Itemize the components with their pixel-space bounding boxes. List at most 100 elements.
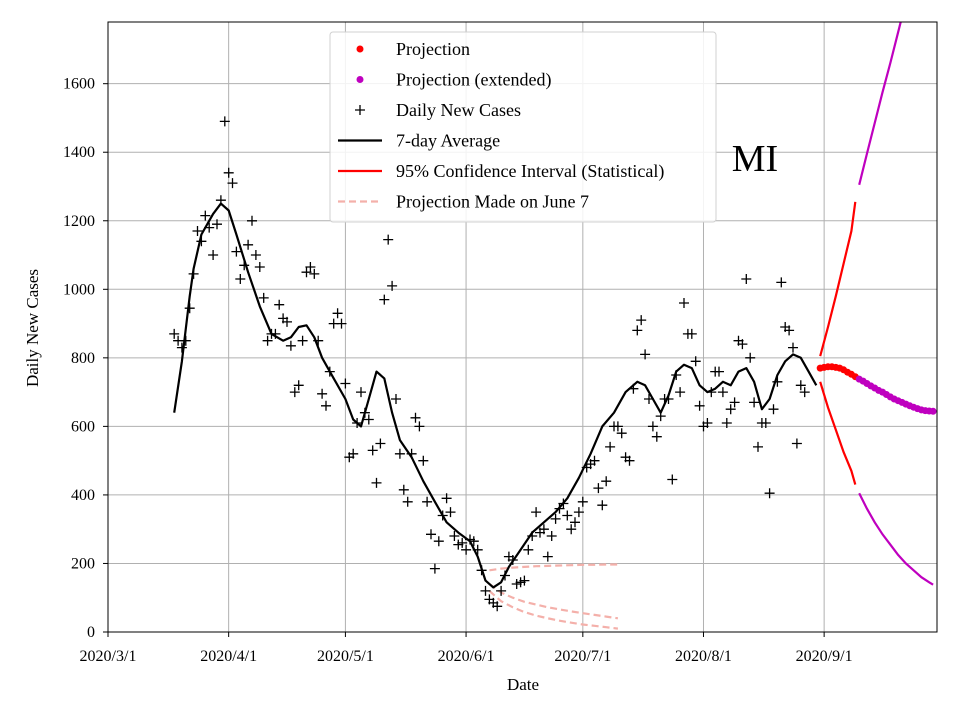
daily-case-point bbox=[562, 510, 573, 521]
daily-case-point bbox=[721, 418, 732, 428]
daily-case-point bbox=[523, 544, 534, 555]
legend-label: 7-day Average bbox=[396, 131, 500, 151]
june7-projection-center bbox=[488, 583, 619, 620]
projection-layer bbox=[816, 363, 937, 415]
daily-case-point bbox=[321, 400, 331, 411]
daily-case-point bbox=[772, 376, 783, 387]
daily-case-point bbox=[371, 477, 382, 488]
x-tick-label: 2020/7/1 bbox=[554, 648, 611, 665]
daily-case-point bbox=[628, 383, 639, 394]
x-axis-label: Date bbox=[507, 675, 539, 694]
daily-case-point bbox=[476, 565, 487, 576]
june7-projection-lower bbox=[488, 590, 619, 630]
legend-marker bbox=[356, 76, 364, 83]
daily-case-point bbox=[176, 342, 187, 353]
daily-case-point bbox=[776, 277, 787, 288]
seven-day-average-layer bbox=[173, 202, 818, 589]
daily-case-point bbox=[231, 246, 242, 257]
legend-box bbox=[329, 31, 717, 223]
daily-case-point bbox=[725, 404, 736, 415]
daily-case-point bbox=[297, 335, 308, 346]
y-tick-label: 800 bbox=[71, 350, 95, 367]
daily-case-point bbox=[753, 441, 763, 452]
daily-case-point bbox=[507, 555, 518, 565]
x-tick-label: 2020/5/1 bbox=[317, 648, 374, 665]
y-tick-label: 0 bbox=[87, 624, 95, 641]
daily-case-point bbox=[492, 601, 503, 612]
daily-case-point bbox=[749, 397, 760, 408]
x-tick-label: 2020/6/1 bbox=[438, 648, 495, 665]
daily-case-point bbox=[795, 380, 806, 391]
daily-case-point bbox=[745, 352, 756, 363]
daily-case-point bbox=[679, 298, 689, 308]
x-tick-label: 2020/3/1 bbox=[80, 648, 137, 665]
daily-case-point bbox=[293, 380, 304, 391]
daily-case-point bbox=[690, 356, 701, 367]
legend-entry: Projection (extended) bbox=[356, 70, 551, 91]
daily-case-point bbox=[363, 414, 374, 425]
daily-case-point bbox=[799, 387, 810, 398]
daily-case-point bbox=[527, 531, 538, 541]
seven-day-average-line bbox=[173, 202, 818, 589]
confidence-interval-lower bbox=[819, 381, 857, 485]
daily-case-point bbox=[788, 342, 798, 353]
daily-case-point bbox=[414, 421, 425, 432]
daily-case-point bbox=[671, 370, 682, 380]
daily-case-point bbox=[729, 397, 740, 408]
y-tick-label: 600 bbox=[71, 418, 95, 435]
daily-case-point bbox=[531, 507, 542, 518]
daily-case-point bbox=[558, 498, 569, 509]
daily-case-point bbox=[651, 431, 662, 442]
y-tick-label: 1200 bbox=[63, 213, 95, 230]
daily-case-point bbox=[768, 404, 779, 415]
daily-case-point bbox=[640, 349, 651, 360]
daily-case-point bbox=[593, 483, 604, 494]
daily-case-point bbox=[538, 524, 549, 535]
daily-case-point bbox=[500, 570, 510, 581]
legend-label: Projection bbox=[396, 39, 470, 59]
daily-case-point bbox=[383, 234, 394, 245]
daily-case-point bbox=[741, 274, 752, 284]
daily-cases-layer bbox=[169, 116, 810, 612]
daily-case-point bbox=[647, 421, 658, 432]
plot-frame bbox=[107, 21, 938, 633]
daily-case-point bbox=[200, 210, 211, 221]
daily-case-point bbox=[212, 219, 222, 230]
daily-case-point bbox=[274, 299, 285, 310]
daily-case-point bbox=[737, 339, 748, 350]
daily-case-point bbox=[422, 496, 433, 507]
daily-case-point bbox=[426, 529, 436, 540]
daily-case-point bbox=[616, 428, 627, 439]
daily-case-point bbox=[441, 493, 452, 504]
daily-case-point bbox=[313, 335, 324, 346]
daily-case-point bbox=[667, 474, 678, 485]
daily-case-point bbox=[480, 585, 491, 596]
daily-case-point bbox=[449, 531, 460, 541]
daily-case-point bbox=[398, 484, 409, 495]
daily-case-point bbox=[239, 260, 250, 271]
daily-case-point bbox=[589, 455, 600, 466]
daily-case-point bbox=[714, 366, 724, 377]
daily-case-point bbox=[301, 267, 312, 278]
daily-case-point bbox=[597, 500, 608, 511]
daily-case-point bbox=[188, 268, 199, 279]
legend-entry: 7-day Average bbox=[338, 131, 500, 151]
daily-case-point bbox=[254, 262, 265, 272]
legend-label: Projection Made on June 7 bbox=[396, 192, 589, 212]
daily-case-point bbox=[573, 507, 584, 518]
daily-case-point bbox=[663, 394, 674, 404]
daily-case-point bbox=[180, 335, 191, 346]
daily-case-point bbox=[317, 388, 328, 399]
daily-case-point bbox=[387, 280, 398, 291]
daily-case-point bbox=[305, 262, 316, 272]
y-tick-label: 200 bbox=[71, 555, 95, 572]
legend-entry: Projection Made on June 7 bbox=[338, 192, 589, 212]
daily-case-point bbox=[262, 335, 273, 346]
legend-label: Daily New Cases bbox=[396, 100, 521, 120]
y-tick-label: 1000 bbox=[63, 281, 95, 298]
x-tick-label: 2020/4/1 bbox=[200, 648, 257, 665]
daily-case-point bbox=[208, 250, 219, 260]
daily-case-point bbox=[461, 544, 472, 555]
daily-case-point bbox=[359, 407, 370, 418]
